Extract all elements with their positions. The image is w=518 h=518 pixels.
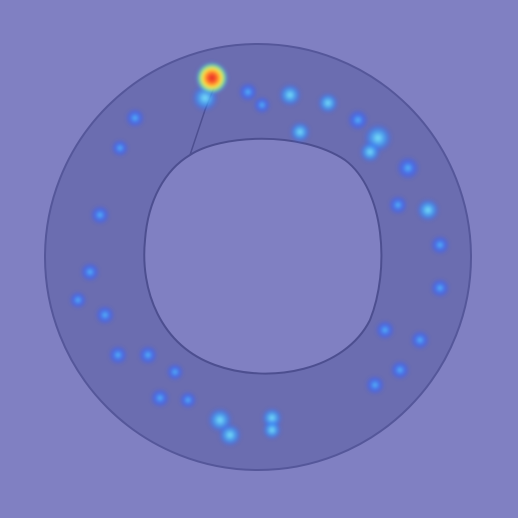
spot (218, 423, 242, 447)
spot (166, 363, 184, 381)
spot (238, 82, 258, 102)
spot (111, 139, 129, 157)
spot (388, 195, 408, 215)
spot (359, 141, 381, 163)
spot (95, 305, 115, 325)
spot (410, 330, 430, 350)
spot (138, 345, 158, 365)
spot (365, 375, 385, 395)
spot (375, 320, 395, 340)
spot (396, 156, 420, 180)
spot (150, 388, 170, 408)
inner-hole (143, 137, 383, 375)
hotspot (195, 61, 229, 95)
spot (179, 391, 197, 409)
spot (80, 262, 100, 282)
spot (416, 198, 440, 222)
spot (262, 420, 282, 440)
spot (253, 96, 271, 114)
spot (390, 360, 410, 380)
spot (108, 345, 128, 365)
spot (125, 108, 145, 128)
spot (430, 235, 450, 255)
spot (90, 205, 110, 225)
spot (289, 121, 311, 143)
spot (430, 278, 450, 298)
spot (69, 291, 87, 309)
spot (317, 92, 339, 114)
spot (347, 109, 369, 131)
heat-spots (69, 61, 450, 447)
spot (278, 83, 302, 107)
